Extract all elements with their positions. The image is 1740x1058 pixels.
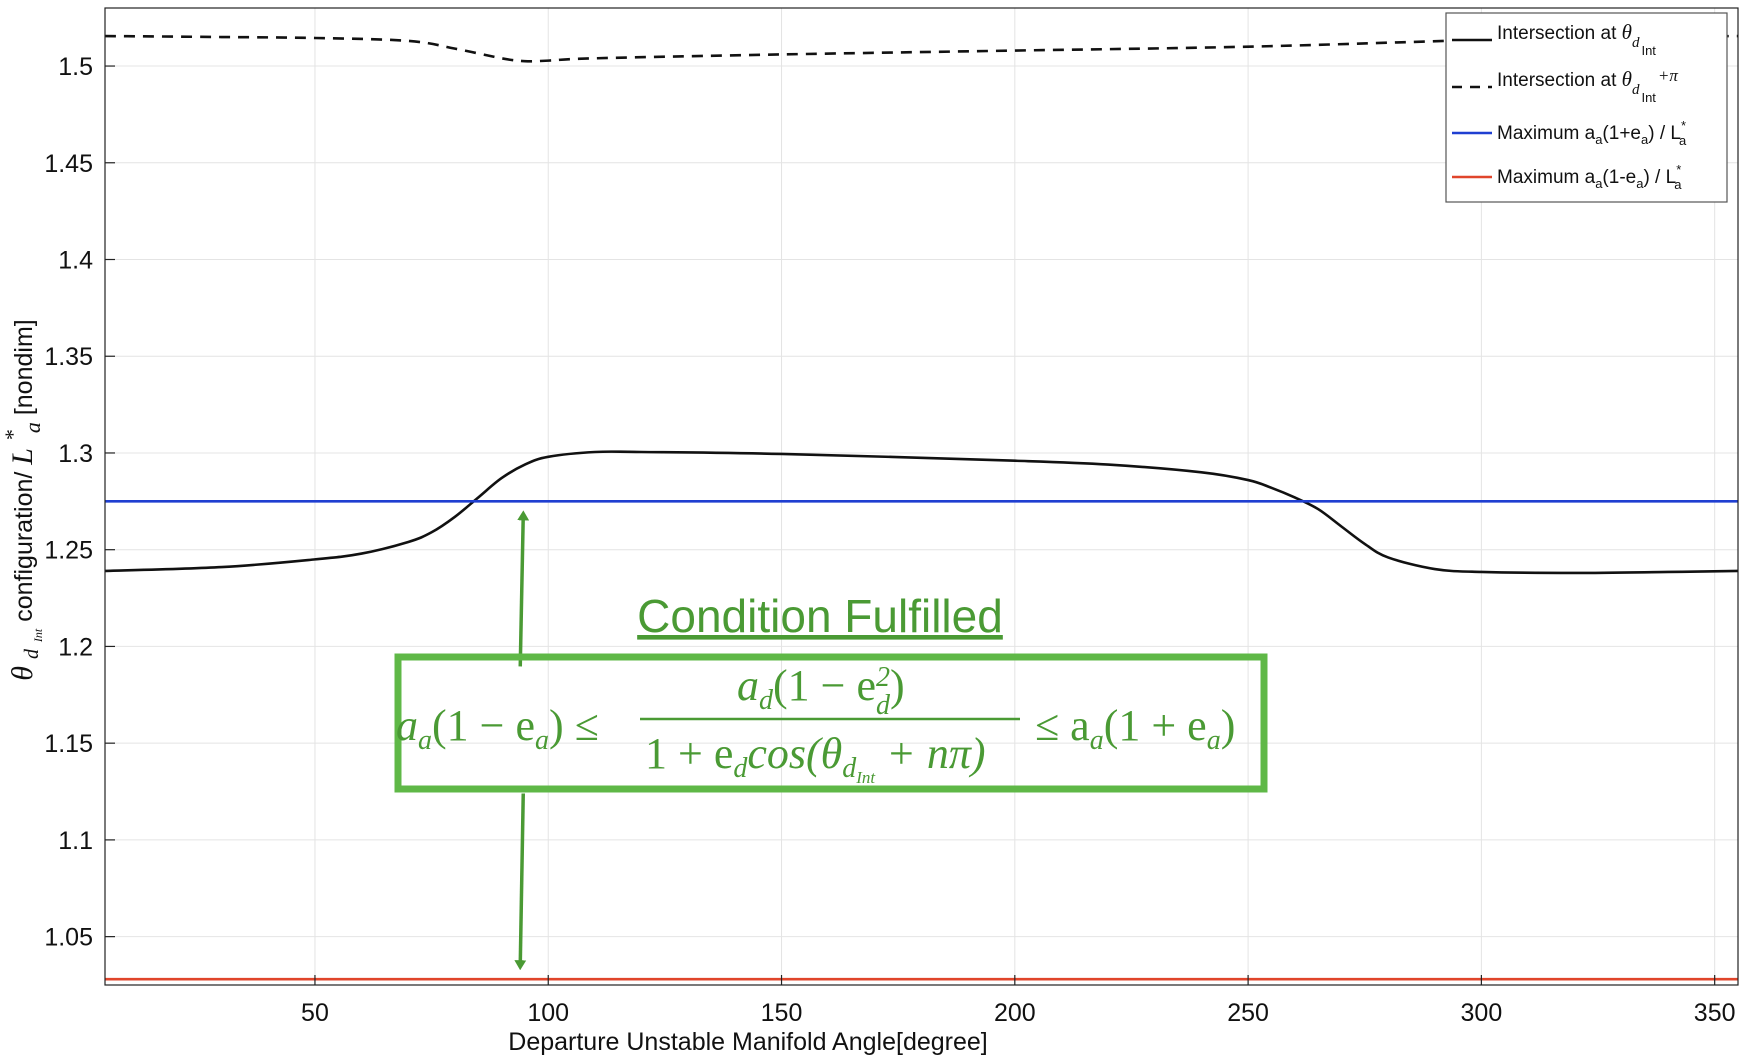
y-label-theta: θ	[6, 666, 39, 681]
y-tick-label: 1.1	[58, 827, 93, 855]
legend-entry-max-periapsis: Maximum aa(1-ea) / L* a	[1497, 162, 1682, 192]
y-label-text: configuration/	[10, 472, 38, 622]
formula-left: aa(1 − ea) ≤	[396, 701, 599, 756]
x-axis-label: Departure Unstable Manifold Angle[degree…	[508, 1028, 987, 1056]
y-tick-label: 1.4	[58, 247, 93, 275]
x-tick-label: 300	[1461, 999, 1503, 1027]
y-tick-label: 1.3	[58, 440, 93, 468]
series-intersection-plus-pi	[104, 34, 1739, 63]
y-label-theta-subsub: Int	[31, 628, 45, 643]
y-tick-label: 1.2	[58, 633, 93, 661]
annotation-arrow-down	[514, 793, 527, 971]
y-tick-label: 1.25	[44, 537, 93, 565]
y-axis-label: θ d Int configuration/ L * a [nondim]	[0, 319, 48, 680]
series-intersection	[104, 450, 1739, 575]
formula-denominator: 1 + edcos(θdInt + nπ)	[645, 729, 986, 787]
formula-numerator: ad(1 − e2 d)	[737, 661, 905, 721]
legend-entry-max-apoapsis: Maximum aa(1+ea) / L* a	[1497, 118, 1687, 148]
condition-annotation: Condition Fulfilled aa(1 − ea) ≤ ad(1 − …	[394, 510, 1268, 971]
x-tick-label: 250	[1227, 999, 1269, 1027]
legend-entry-intersection: Intersection at θd Int	[1497, 20, 1656, 58]
y-label-L-sup: *	[0, 430, 25, 441]
legend-box	[1445, 12, 1728, 203]
condition-formula: aa(1 − ea) ≤ ad(1 − e2 d) 1 + edcos(θdInt…	[396, 661, 1235, 787]
y-label-L: L	[6, 448, 39, 466]
y-tick-label: 1.35	[44, 343, 93, 371]
annotation-arrow-up	[517, 510, 530, 667]
y-label-unit: [nondim]	[10, 319, 38, 415]
plot-area-frame	[104, 7, 1739, 986]
legend: Intersection at θd Int Intersection at θd…	[1445, 12, 1728, 203]
y-label-theta-sub: d	[21, 648, 43, 659]
y-tick-label: 1.5	[58, 53, 93, 81]
y-tick-label: 1.15	[44, 730, 93, 758]
formula-right: ≤ aa(1 + ea)	[1035, 701, 1235, 756]
svg-text:θ d Int con: θ d Int configuration/ L * a [nondim]	[0, 319, 48, 680]
annotation-title: Condition Fulfilled	[637, 590, 1003, 642]
legend-entry-intersection-pi: Intersection at θd Int+π	[1497, 66, 1678, 105]
formula-box	[394, 653, 1268, 793]
x-tick-label: 350	[1694, 999, 1736, 1027]
y-label-L-sub: a	[20, 422, 45, 433]
x-tick-label: 200	[994, 999, 1036, 1027]
axis-ticks: 50 100 150 200 250 300 350 1.05 1.1 1.15 1.2 1.25 1.…	[44, 53, 1735, 1027]
y-tick-label: 1.05	[44, 924, 93, 952]
x-tick-label: 100	[527, 999, 569, 1027]
y-tick-label: 1.45	[44, 150, 93, 178]
x-tick-label: 50	[301, 999, 329, 1027]
x-tick-label: 150	[761, 999, 803, 1027]
series-layer	[104, 34, 1739, 981]
